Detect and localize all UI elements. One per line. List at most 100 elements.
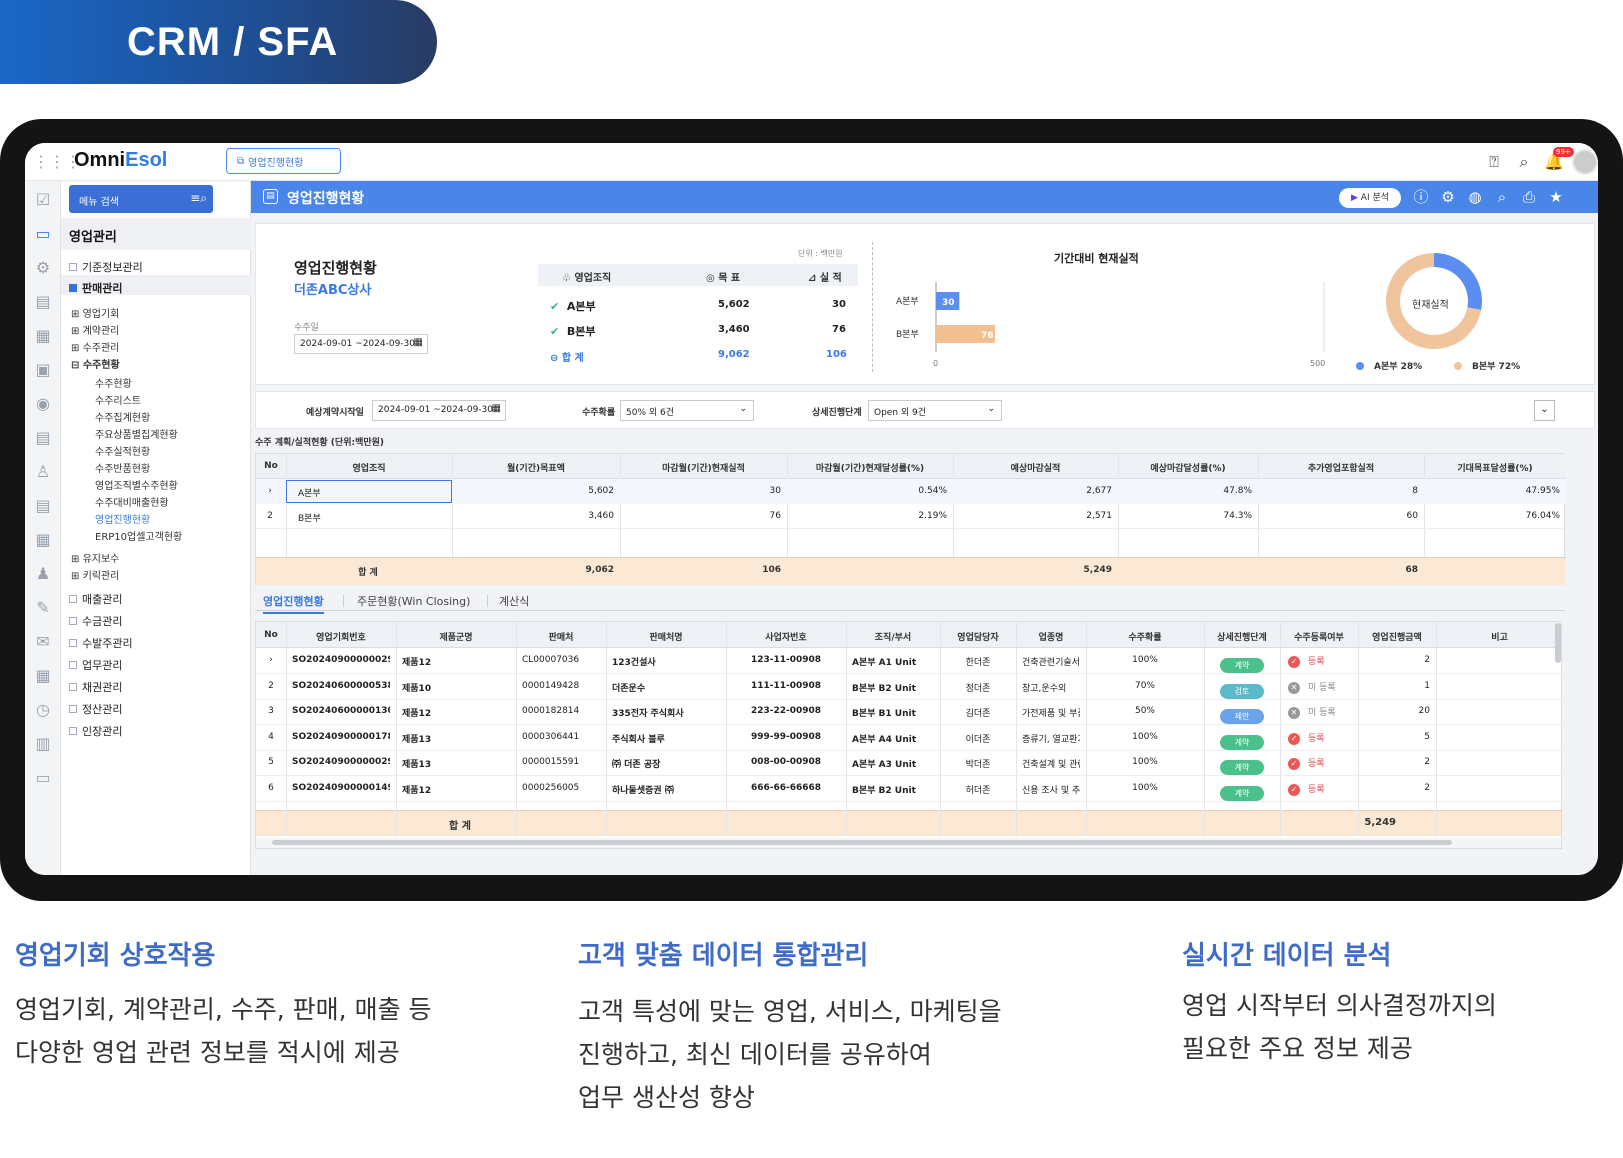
sales-icon[interactable]: ▭ [35, 224, 51, 243]
sidebar-item-seal[interactable]: 인장관리 [69, 723, 122, 739]
opportunity-cell-no[interactable]: 2 [268, 680, 274, 691]
opportunity-cell-no[interactable]: 6 [268, 782, 274, 793]
sidebar-item-base-info[interactable]: 기준정보관리 [69, 259, 143, 275]
settings-doc-icon[interactable]: ⚙ [1441, 188, 1455, 206]
sidebar-sub-opportunity[interactable]: ⊞ 영업기회 [71, 309, 120, 320]
sidebar-sub-order-status[interactable]: ⊟ 수주현황 [71, 360, 120, 371]
opportunity-cell-no[interactable]: 3 [268, 706, 274, 716]
presentation-icon[interactable]: ▤ [35, 292, 51, 311]
opportunity-cell-prod: 제품10 [402, 683, 432, 694]
calendar-icon[interactable]: ▦ [491, 403, 501, 414]
checklist-icon[interactable]: ☑ [35, 190, 51, 209]
page-icon: ▤ [263, 189, 278, 204]
sidebar-leaf-9[interactable]: ERP10업셀고객현황 [95, 532, 183, 543]
date-range-field[interactable]: 2024-09-01 ~2024-09-30 ▦ [294, 334, 428, 354]
star-icon[interactable]: ★ [1549, 188, 1563, 206]
mail-icon[interactable]: ✉ [36, 632, 50, 651]
search-icon[interactable]: ⌕ [1519, 152, 1529, 171]
plan-total-cell: 5,249 [1083, 565, 1112, 575]
plan-header-8: 기대목표달성률(%) [1457, 464, 1533, 474]
calendar-icon[interactable]: ▤ [35, 428, 51, 447]
sidebar-item-bonds[interactable]: 채권관리 [69, 679, 122, 695]
archive-icon[interactable]: ▣ [35, 360, 51, 379]
sidebar-sub-maintenance[interactable]: ⊞ 유지보수 [71, 554, 120, 565]
open-page-tab[interactable]: ⧉ 영업진행현황 [226, 148, 341, 174]
vertical-scrollbar[interactable] [1555, 623, 1561, 663]
bar-0[interactable] [936, 292, 960, 310]
tab-progress[interactable]: 영업진행현황 [263, 593, 324, 614]
ai-analysis-button[interactable]: ▶ AI 분석 [1339, 188, 1401, 208]
print-icon[interactable]: ⎙ [1522, 188, 1535, 206]
sidebar-leaf-4[interactable]: 수주실적현황 [95, 447, 151, 458]
filter-stage-select[interactable]: Open 외 9건 ⌄ [868, 400, 1002, 421]
opportunity-cell-opp[interactable]: SO202409000001499 [292, 782, 390, 793]
calendar-icon[interactable]: ▦ [413, 337, 423, 348]
sidebar-sub-keyrig[interactable]: ⊞ 키릭관리 [71, 571, 120, 582]
pen-icon[interactable]: ✎ [36, 598, 50, 617]
opportunity-cell-opp[interactable]: SO202409000000299 [292, 655, 390, 665]
avatar[interactable] [1572, 149, 1598, 175]
horizontal-scrollbar[interactable] [256, 838, 1561, 848]
user-settings-icon[interactable]: ♙ [35, 462, 51, 481]
opportunity-cell-rep: 허더존 [965, 785, 991, 796]
sidebar-item-work[interactable]: 업무관리 [69, 657, 122, 673]
user-circle-icon[interactable]: ◉ [36, 394, 50, 413]
scrollbar-thumb[interactable] [272, 840, 1452, 845]
tab-formula[interactable]: 계산식 [499, 595, 530, 608]
opportunity-cell-no[interactable]: › [269, 655, 273, 665]
sidebar-leaf-5[interactable]: 수주반품현황 [95, 464, 151, 475]
tab-win-closing[interactable]: 주문현황(Win Closing) [357, 595, 471, 608]
opportunity-cell-no[interactable]: 4 [268, 731, 274, 742]
plan-cell[interactable]: 2 [267, 511, 273, 521]
info-icon[interactable]: ⓘ [1413, 188, 1429, 206]
sidebar-leaf-7[interactable]: 수주대비매출현황 [95, 498, 169, 509]
folder-icon[interactable]: ▭ [35, 768, 51, 787]
sidebar-leaf-2[interactable]: 수주집계현황 [95, 413, 151, 424]
sidebar-item-collection[interactable]: 수금관리 [69, 613, 122, 629]
opportunity-cell-no[interactable]: 5 [268, 757, 274, 767]
donut-slice-1[interactable] [1386, 253, 1482, 349]
globe-icon[interactable]: ◍ [1468, 188, 1482, 206]
bar-1[interactable] [936, 325, 995, 343]
schedule-icon[interactable]: ◷ [36, 700, 50, 719]
preview-icon[interactable]: ⌕ [1497, 188, 1507, 206]
opportunity-cell-opp[interactable]: SO202406000005380 [292, 680, 390, 691]
sidebar-leaf-active[interactable]: 영업진행현황 [95, 515, 151, 526]
help-icon[interactable]: ⍰ [1489, 152, 1499, 171]
gear-icon[interactable]: ⚙ [35, 258, 51, 277]
opportunity-cell-opp[interactable]: SO202409000000292 [292, 757, 390, 767]
sidebar-item-sales[interactable]: 판매관리 [61, 275, 251, 295]
document-icon[interactable]: ▤ [35, 496, 51, 515]
plan-selected-cell[interactable] [286, 480, 452, 503]
app-logo[interactable]: OmniEsol [74, 149, 168, 171]
sidebar-item-orders[interactable]: 수발주관리 [69, 635, 133, 651]
sidebar-leaf-1[interactable]: 수주리스트 [95, 396, 141, 407]
filter-start-date[interactable]: 2024-09-01 ~2024-09-30 ▦ [372, 400, 506, 421]
app-grid-icon[interactable]: ⋮⋮⋮ [33, 152, 81, 171]
donut-slice-0[interactable] [1434, 253, 1482, 310]
opportunity-cell-opp[interactable]: SO202406000001306 [292, 706, 390, 716]
sidebar-item-revenue[interactable]: 매출관리 [69, 591, 122, 607]
expand-filter-button[interactable]: ⌄ [1534, 400, 1555, 421]
user-group-icon[interactable]: ♟ [35, 564, 51, 583]
sidebar-sub-order-mgmt[interactable]: ⊞ 수주관리 [71, 343, 120, 354]
clipboard-icon[interactable]: ▥ [35, 734, 51, 753]
menu-search-input[interactable]: 메뉴 검색 ≡⌕ [69, 185, 213, 213]
filter-search-icon[interactable]: ≡⌕ [190, 191, 207, 205]
opportunity-cell-cust: 0000015591 [522, 757, 580, 767]
sidebar-sub-contract[interactable]: ⊞ 계약관리 [71, 326, 120, 337]
sidebar-item-settlement[interactable]: 정산관리 [69, 701, 122, 717]
plan-col-divider [1424, 454, 1425, 557]
sidebar-leaf-3[interactable]: 주요상품별집계현황 [95, 430, 178, 441]
calendar-grid-icon[interactable]: ▦ [35, 666, 51, 685]
filter-prob-select[interactable]: 50% 외 6건 ⌄ [620, 400, 754, 421]
sidebar-leaf-0[interactable]: 수주현황 [95, 379, 132, 390]
plan-cell[interactable]: › [268, 486, 272, 496]
summary-a-target: 5,602 [718, 299, 750, 310]
grid-table-icon[interactable]: ▦ [35, 530, 51, 549]
sidebar-leaf-6[interactable]: 영업조직별수주현황 [95, 481, 178, 492]
opportunity-cell-cname: 335전자 주식회사 [612, 709, 684, 719]
plan-cell: 74.3% [1223, 511, 1252, 521]
opportunity-cell-opp[interactable]: SO202409000001783 [292, 731, 390, 742]
table-icon[interactable]: ▦ [35, 326, 51, 345]
